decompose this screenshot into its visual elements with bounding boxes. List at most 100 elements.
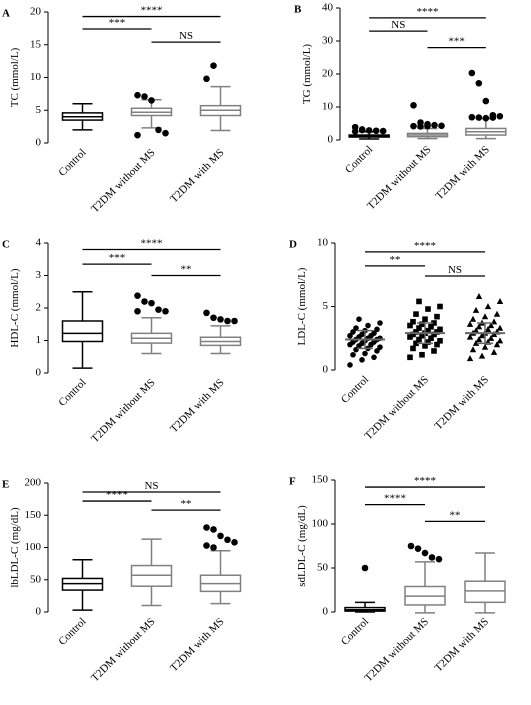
outlier [421, 549, 429, 557]
point [410, 345, 416, 352]
y-tick-label: 5 [323, 300, 329, 312]
y-tick-label: 3 [36, 269, 42, 281]
point [413, 340, 419, 347]
outlier [210, 526, 217, 533]
outlier [358, 126, 366, 133]
y-tick-label: 30 [322, 35, 334, 47]
outlier [203, 75, 210, 83]
outlier [431, 121, 438, 129]
outlier [203, 524, 210, 531]
point [350, 329, 356, 335]
point [425, 327, 431, 334]
significance-label: NS [179, 30, 193, 42]
point [478, 352, 486, 359]
y-tick-label: 15 [30, 38, 42, 50]
outlier [148, 299, 155, 307]
box [61, 320, 104, 343]
point [437, 303, 443, 310]
point [428, 324, 434, 330]
outlier [148, 97, 155, 104]
outlier [424, 122, 431, 130]
point [347, 332, 353, 339]
point [487, 322, 495, 329]
point [481, 313, 489, 320]
y-axis-label: sdLDL-C (mg/dL) [296, 505, 308, 587]
outlier [365, 127, 373, 134]
outlier [231, 539, 238, 546]
y-tick-label: 10 [317, 237, 329, 249]
x-tick-label: T2DM with MS [168, 377, 227, 436]
x-tick-label: T2DM without MS [363, 616, 432, 685]
y-tick-label: 4 [36, 237, 42, 249]
outlier [210, 62, 217, 70]
significance-label: ** [390, 254, 401, 266]
x-tick-label: T2DM without MS [363, 374, 432, 443]
x-tick-label: Control [343, 144, 375, 176]
point [356, 316, 362, 323]
outlier [414, 545, 422, 552]
panel-letter: B [294, 4, 302, 16]
x-tick-label: Control [56, 377, 88, 409]
y-tick-label: 100 [312, 518, 329, 530]
outlier [217, 532, 224, 540]
point [353, 325, 359, 331]
point [350, 351, 356, 358]
point [487, 334, 495, 341]
x-tick-label: T2DM with MS [433, 144, 492, 203]
point [490, 348, 498, 355]
outlier [134, 91, 141, 99]
y-tick-label: 0 [36, 606, 42, 618]
panel-letter: D [289, 239, 297, 251]
significance-label: **** [414, 475, 436, 487]
outlier [468, 69, 476, 77]
point [484, 303, 492, 310]
outlier [475, 79, 483, 87]
point [413, 329, 419, 335]
significance-label: ** [181, 264, 192, 276]
point [431, 348, 437, 354]
y-axis-label: lbLDL-C (mg/dL) [9, 507, 21, 588]
y-tick-label: 200 [25, 477, 42, 489]
point [347, 362, 353, 368]
point [377, 344, 383, 350]
y-tick-label: 5 [36, 104, 42, 116]
point [371, 330, 377, 336]
outlier [482, 97, 490, 105]
point [359, 357, 365, 363]
outlier [224, 536, 231, 544]
point [428, 335, 434, 342]
outlier [141, 93, 148, 100]
significance-label: **** [106, 489, 128, 501]
outlier [489, 114, 497, 121]
y-tick-label: 0 [323, 364, 329, 376]
y-tick-label: 150 [312, 474, 329, 486]
point [371, 354, 377, 361]
point [493, 341, 501, 348]
outlier [482, 114, 490, 122]
y-tick-label: 20 [30, 6, 42, 18]
significance-label: **** [414, 240, 436, 252]
outlier [134, 131, 141, 139]
significance-label: **** [417, 6, 439, 18]
point [416, 325, 422, 331]
point [431, 331, 437, 338]
y-tick-label: 50 [30, 573, 42, 585]
point [466, 355, 474, 362]
significance-label: NS [448, 264, 462, 276]
point [410, 318, 416, 325]
outlier [217, 316, 224, 323]
point [484, 325, 492, 332]
y-axis-label: TG (mmol/L) [301, 44, 313, 105]
outlier [203, 542, 210, 549]
x-tick-label: T2DM without MS [89, 616, 158, 685]
significance-label: NS [391, 19, 405, 31]
outlier [417, 123, 424, 130]
x-tick-label: Control [56, 147, 88, 179]
outlier [203, 309, 210, 317]
outlier [155, 126, 162, 134]
point [434, 313, 440, 320]
x-tick-label: Control [56, 616, 88, 648]
point [422, 343, 428, 349]
point [425, 306, 431, 312]
point [410, 331, 416, 338]
